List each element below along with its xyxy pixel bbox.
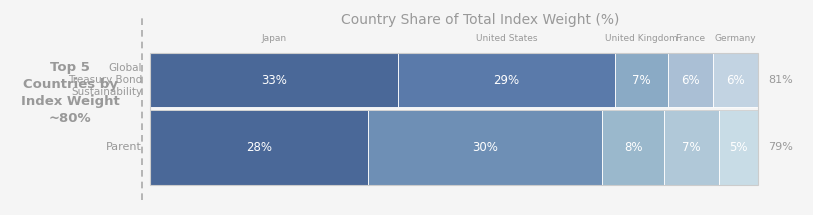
Bar <box>602 110 664 185</box>
Text: United States: United States <box>476 34 537 43</box>
Text: Germany: Germany <box>715 34 756 43</box>
Bar <box>664 110 719 185</box>
Text: 33%: 33% <box>261 74 287 86</box>
Text: Parent: Parent <box>107 143 142 152</box>
Text: 7%: 7% <box>633 74 651 86</box>
Text: 5%: 5% <box>729 141 748 154</box>
Text: 79%: 79% <box>768 143 793 152</box>
Bar <box>368 110 602 185</box>
Text: Top 5
Countries by
Index Weight
~80%: Top 5 Countries by Index Weight ~80% <box>20 61 120 125</box>
Bar <box>713 53 758 107</box>
Text: 29%: 29% <box>493 74 520 86</box>
Bar <box>150 110 368 185</box>
Text: Japan: Japan <box>261 34 286 43</box>
Text: Global
Treasury Bond
Sustainability: Global Treasury Bond Sustainability <box>67 63 142 97</box>
Text: 28%: 28% <box>246 141 272 154</box>
Text: 6%: 6% <box>726 74 745 86</box>
Text: 30%: 30% <box>472 141 498 154</box>
Text: France: France <box>676 34 706 43</box>
Text: Country Share of Total Index Weight (%): Country Share of Total Index Weight (%) <box>341 13 620 27</box>
Bar <box>719 110 758 185</box>
Text: 8%: 8% <box>624 141 642 154</box>
Bar <box>615 53 668 107</box>
Text: 6%: 6% <box>681 74 700 86</box>
Bar <box>150 53 758 185</box>
Bar <box>150 53 398 107</box>
Text: United Kingdom: United Kingdom <box>606 34 678 43</box>
Bar <box>668 53 713 107</box>
Bar <box>398 53 615 107</box>
Text: 7%: 7% <box>682 141 701 154</box>
Text: 81%: 81% <box>768 75 793 85</box>
